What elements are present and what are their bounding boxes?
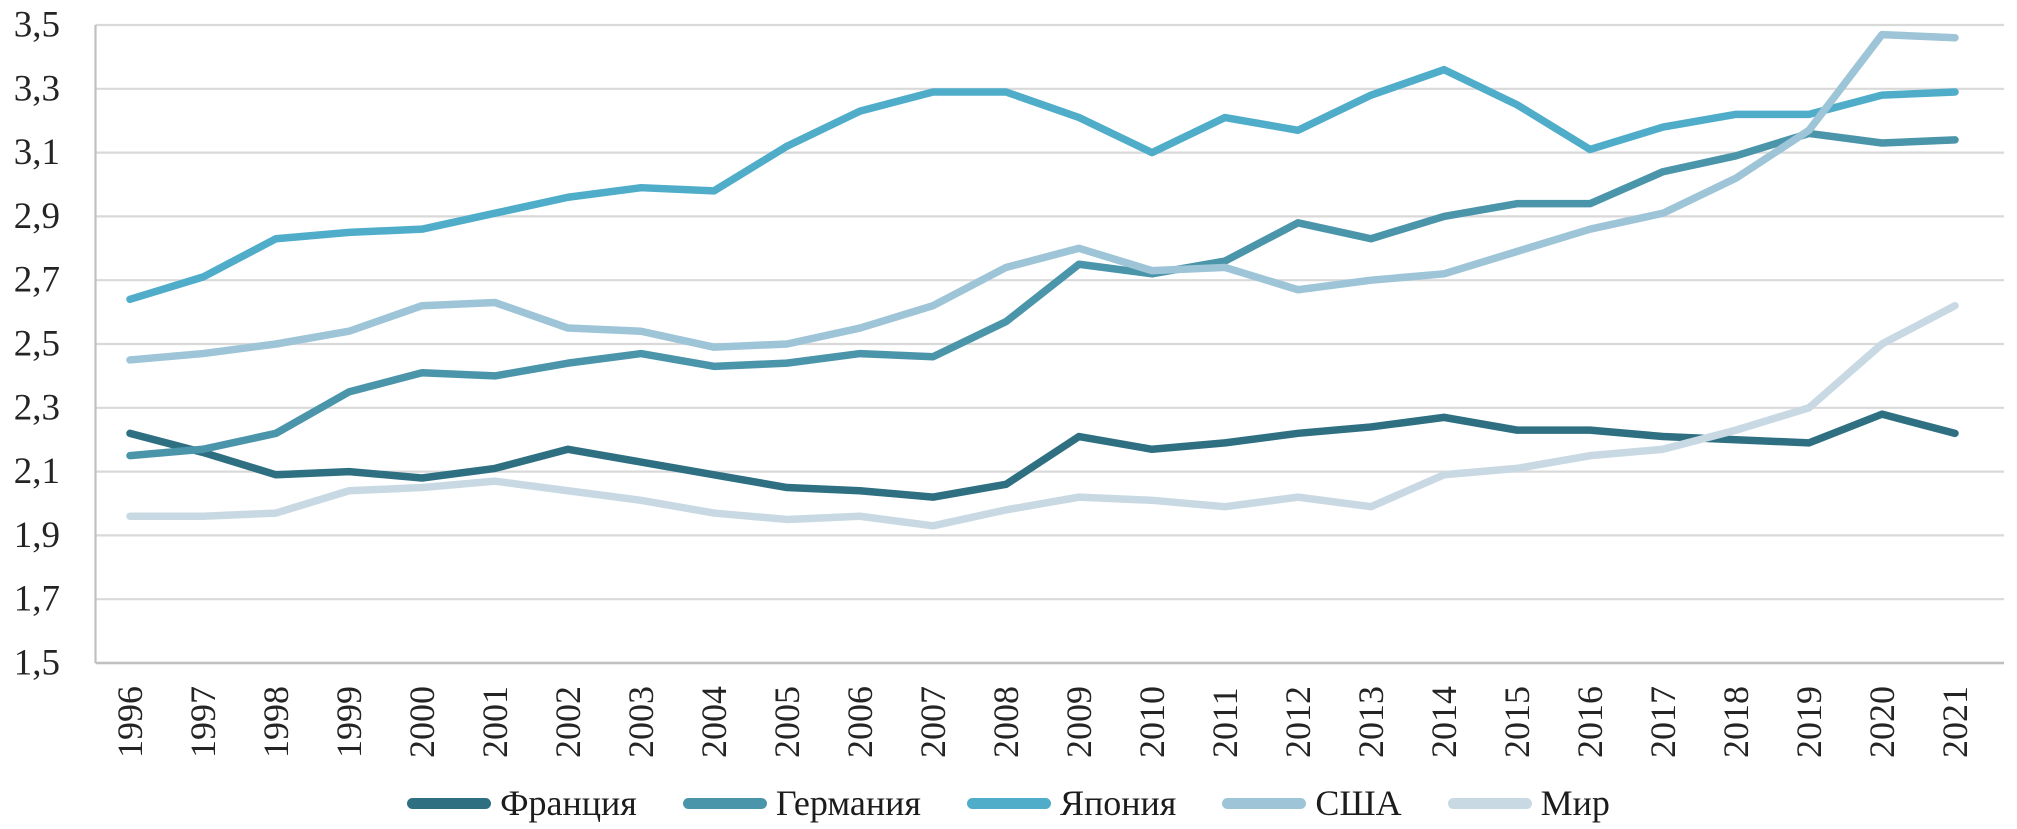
legend-item-2: Япония <box>966 783 1177 823</box>
y-tick-label: 1,5 <box>14 643 60 684</box>
x-tick-label: 2006 <box>840 686 880 758</box>
x-tick-label: 2001 <box>475 686 515 758</box>
x-tick-label: 2014 <box>1424 686 1464 758</box>
x-tick-label: 2011 <box>1205 687 1245 758</box>
legend-item-0: Франция <box>407 785 637 821</box>
legend-swatch-icon <box>682 797 767 809</box>
series-line-2 <box>126 65 1959 304</box>
x-tick-label: 2012 <box>1278 686 1318 758</box>
legend-label: Мир <box>1540 783 1610 823</box>
y-tick-label: 2,1 <box>14 451 60 492</box>
x-tick-label: 2013 <box>1351 686 1391 758</box>
x-tick-label: 2004 <box>694 686 734 758</box>
x-tick-label: 2019 <box>1789 686 1829 758</box>
x-tick-label: 1997 <box>183 686 223 758</box>
x-tick-label: 2005 <box>767 686 807 758</box>
x-tick-label: 1999 <box>329 686 369 758</box>
legend-swatch-icon <box>966 797 1051 809</box>
legend-item-3: США <box>1222 783 1402 823</box>
x-tick-label: 2010 <box>1132 686 1172 758</box>
legend-item-4: Мир <box>1447 783 1610 823</box>
legend-swatch-icon <box>1447 797 1532 809</box>
legend-item-1: Германия <box>682 783 921 823</box>
x-tick-label: 2017 <box>1643 686 1683 758</box>
y-tick-label: 1,7 <box>14 579 60 620</box>
legend-swatch-icon <box>407 797 492 809</box>
x-tick-label: 2008 <box>986 686 1026 758</box>
x-tick-label: 2007 <box>913 686 953 758</box>
series-line-1 <box>126 129 1959 460</box>
legend-label: США <box>1315 783 1402 823</box>
y-tick-label: 3,1 <box>14 132 60 173</box>
x-tick-label: 1996 <box>110 686 150 758</box>
y-tick-label: 1,9 <box>14 515 60 556</box>
x-tick-label: 2003 <box>621 686 661 758</box>
x-tick-label: 2009 <box>1059 686 1099 758</box>
y-tick-label: 2,3 <box>14 387 60 428</box>
x-tick-label: 1998 <box>256 686 296 758</box>
series-line-0 <box>126 410 1959 501</box>
y-tick-label: 2,5 <box>14 324 60 365</box>
series-line-4 <box>126 301 1959 530</box>
legend-label: Франция <box>500 783 637 823</box>
x-tick-label: 2020 <box>1862 686 1902 758</box>
legend-swatch-icon <box>1222 797 1307 809</box>
x-tick-label: 2018 <box>1716 686 1756 758</box>
x-tick-label: 2016 <box>1570 686 1610 758</box>
chart-legend: Франция Германия Япония США Мир <box>0 777 2017 829</box>
y-tick-label: 2,9 <box>14 196 60 237</box>
legend-label: Германия <box>775 783 921 823</box>
x-tick-label: 2000 <box>402 686 442 758</box>
y-tick-label: 2,7 <box>14 260 60 301</box>
y-tick-label: 3,3 <box>14 68 60 109</box>
y-tick-label: 3,5 <box>14 5 60 46</box>
x-tick-label: 2021 <box>1935 686 1975 758</box>
legend-label: Япония <box>1059 783 1177 823</box>
series-line-3 <box>126 30 1959 364</box>
x-tick-label: 2002 <box>548 686 588 758</box>
x-tick-label: 2015 <box>1497 686 1537 758</box>
